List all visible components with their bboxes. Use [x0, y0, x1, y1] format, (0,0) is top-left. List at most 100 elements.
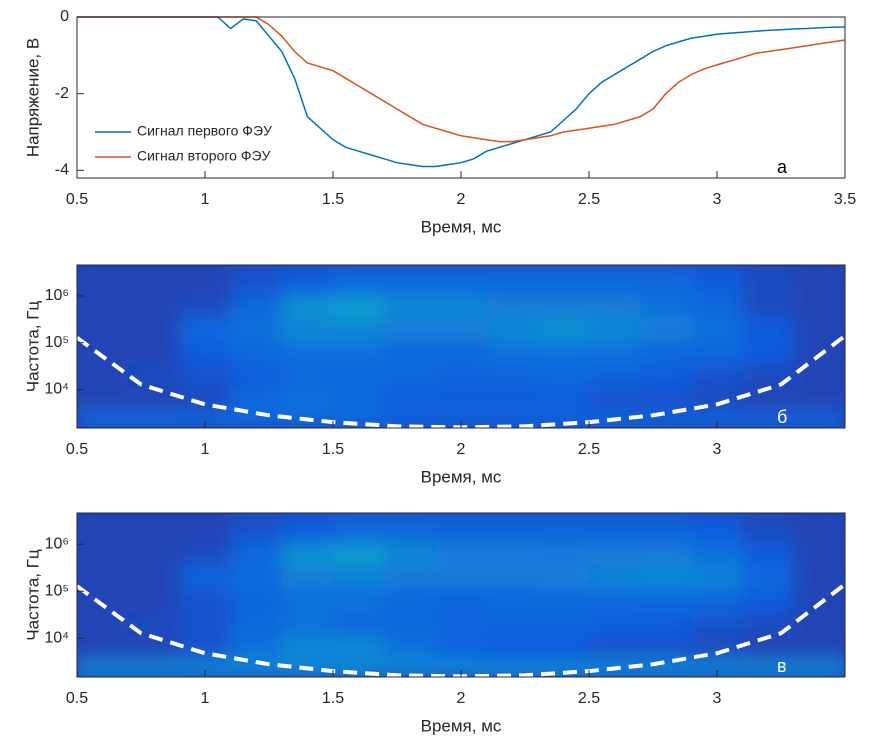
heat-cell [230, 340, 283, 365]
heat-cell [128, 387, 180, 412]
heat-cell [640, 589, 692, 614]
heat-cell [486, 265, 539, 295]
x-tick-label: 2.5 [578, 191, 600, 208]
heat-cell [384, 589, 436, 614]
heat-cell [537, 364, 590, 389]
heat-cell [77, 636, 129, 661]
panel: Сигнал первого ФЭУ Сигнал второго ФЭУ 0.5 1… [23, 8, 856, 236]
heat-cell [537, 340, 590, 365]
heat-cell [384, 265, 436, 295]
heat-cell [230, 294, 283, 319]
y-tick-label: -2 [55, 85, 69, 102]
heat-cell [333, 387, 385, 412]
heat-cell [691, 265, 744, 295]
heat-cell [589, 513, 641, 543]
heat-cell [384, 636, 436, 661]
x-tick-label: 1 [201, 690, 210, 707]
heat-cell [486, 294, 539, 319]
heat-cell [589, 542, 641, 567]
heat-cell [333, 265, 385, 295]
heat-cell [435, 294, 488, 319]
x-tick-label: 2 [457, 191, 466, 208]
y-tick-label: 10⁵ [45, 582, 69, 599]
heat-cell [537, 565, 590, 590]
scalogram [77, 265, 845, 428]
scalogram-cells [77, 513, 845, 677]
heat-cell [128, 612, 180, 637]
signal-line [77, 16, 846, 168]
x-tick-label: 1.5 [322, 191, 344, 208]
heat-cell [435, 636, 488, 661]
heat-cell [742, 612, 795, 637]
heat-cell [537, 387, 590, 412]
heat-cell [537, 542, 590, 567]
heat-cell [793, 565, 845, 590]
heat-cell [589, 294, 641, 319]
heat-cell [230, 589, 283, 614]
heat-cell [333, 513, 385, 543]
panel: 0.5 1 1.5 2 2.5 3 10⁴ 10⁵ 10⁶ Время, мс Частота, Г… [23, 512, 846, 735]
y-tick-label: 10⁵ [45, 334, 69, 351]
heat-cell [589, 387, 641, 412]
heat-cell [691, 612, 744, 637]
heat-cell [589, 612, 641, 637]
x-tick-label: 2 [457, 690, 466, 707]
heat-cell [128, 294, 180, 319]
heat-cell [435, 411, 488, 428]
heat-cell [793, 294, 845, 319]
heat-cell [793, 542, 845, 567]
heat-cell [435, 265, 488, 295]
heat-cell [640, 636, 692, 661]
x-tick-label: 1.5 [322, 690, 344, 707]
heat-cell [691, 340, 744, 365]
heat-cell [486, 364, 539, 389]
heat-cell [384, 513, 436, 543]
heat-cell [281, 636, 334, 661]
heat-cell [179, 265, 232, 295]
heat-cell [179, 294, 232, 319]
x-axis-label: Время, мс [421, 716, 502, 735]
heat-cell [486, 542, 539, 567]
heat-cell [384, 565, 436, 590]
heat-cell [179, 317, 232, 342]
heat-cell [281, 364, 334, 389]
heat-cell [333, 294, 385, 319]
heat-cell [333, 340, 385, 365]
panel-letter: в [777, 656, 787, 676]
y-axis-label: Частота, Гц [23, 549, 42, 641]
heat-cell [384, 542, 436, 567]
x-tick-label: 2.5 [578, 441, 600, 458]
heat-cell [281, 265, 334, 295]
heat-cell [742, 411, 795, 428]
heat-cell [77, 513, 129, 543]
heat-cell [128, 265, 180, 295]
heat-cell [384, 411, 436, 428]
heat-cell [537, 265, 590, 295]
heat-cell [128, 659, 180, 677]
heat-cell [486, 636, 539, 661]
scalogram [77, 513, 845, 677]
heat-cell [179, 411, 232, 428]
heat-cell [333, 364, 385, 389]
heat-cell [793, 411, 845, 428]
heat-cell [435, 565, 488, 590]
heat-cell [537, 513, 590, 543]
heat-cell [281, 294, 334, 319]
heat-cell [742, 387, 795, 412]
heat-cell [230, 364, 283, 389]
heat-cell [691, 513, 744, 543]
heat-cell [793, 513, 845, 543]
heat-cell [384, 659, 436, 677]
y-tick-label: 10⁶ [45, 535, 69, 552]
heat-cell [486, 565, 539, 590]
heat-cell [537, 636, 590, 661]
lines [77, 16, 846, 168]
heat-cell [435, 659, 488, 677]
heat-cell [230, 513, 283, 543]
heat-cell [589, 265, 641, 295]
heat-cell [537, 317, 590, 342]
heat-cell [793, 364, 845, 389]
heat-cell [230, 317, 283, 342]
heat-cell [435, 364, 488, 389]
